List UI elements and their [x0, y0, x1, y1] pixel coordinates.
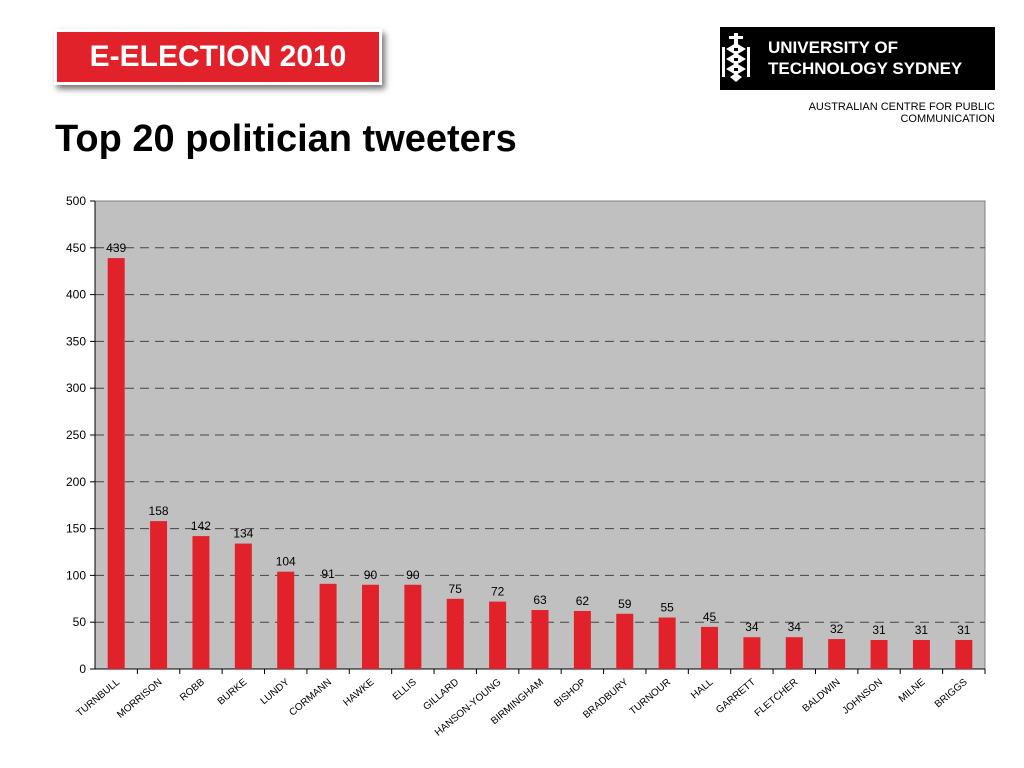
bar: [955, 639, 973, 669]
data-label: 142: [191, 519, 211, 533]
data-label: 62: [576, 594, 590, 608]
data-label: 32: [830, 622, 844, 636]
bar: [319, 583, 337, 669]
x-tick-label: MORRISON: [115, 677, 164, 721]
bar: [701, 626, 719, 669]
x-tick-label: CORMANN: [287, 677, 334, 719]
bar: [446, 598, 464, 669]
election-badge: E-ELECTION 2010: [54, 29, 382, 85]
y-tick-label: 400: [66, 288, 86, 302]
data-label: 439: [106, 241, 126, 255]
y-tick-label: 300: [66, 381, 86, 395]
x-tick-label: ELLIS: [391, 677, 419, 703]
y-tick-label: 200: [66, 475, 86, 489]
data-label: 90: [406, 568, 420, 582]
y-tick-label: 100: [66, 568, 86, 582]
bar: [404, 584, 422, 669]
y-tick-label: 350: [66, 334, 86, 348]
data-label: 31: [872, 623, 886, 637]
data-label: 55: [660, 601, 674, 615]
x-tick-label: LUNDY: [259, 677, 292, 707]
x-tick-label: BURKE: [216, 677, 250, 708]
y-tick-label: 0: [79, 662, 86, 676]
bar: [107, 258, 125, 669]
page-title: Top 20 politician tweeters: [55, 118, 517, 160]
bar: [870, 639, 888, 669]
data-label: 90: [364, 568, 378, 582]
centre-subtitle: AUSTRALIAN CENTRE FOR PUBLIC COMMUNICATI…: [808, 101, 995, 125]
x-tick-label: GARRETT: [714, 677, 758, 716]
bar: [277, 571, 295, 669]
logo-line-1: UNIVERSITY OF: [768, 38, 899, 57]
bar: [192, 536, 210, 669]
bar: [531, 610, 549, 669]
bar: [150, 521, 168, 669]
data-label: 91: [321, 567, 335, 581]
uts-crest-icon: [722, 33, 750, 82]
data-label: 45: [703, 610, 717, 624]
data-label: 31: [957, 623, 971, 637]
x-tick-label: FLETCHER: [753, 677, 801, 719]
bar: [573, 610, 591, 669]
data-label: 31: [915, 623, 929, 637]
data-label: 104: [276, 555, 296, 569]
x-tick-label: BRADBURY: [581, 677, 631, 721]
y-tick-label: 50: [73, 615, 87, 629]
y-tick-label: 500: [66, 194, 86, 208]
bar: [828, 639, 846, 669]
x-tick-label: HAWKE: [342, 677, 377, 709]
x-tick-label: GILLARD: [421, 677, 461, 713]
data-label: 72: [491, 585, 505, 599]
data-label: 158: [149, 504, 169, 518]
x-tick-label: MILNE: [897, 677, 928, 705]
data-label: 75: [449, 582, 463, 596]
bar: [912, 639, 930, 669]
uts-logo: UNIVERSITY OF TECHNOLOGY SYDNEY: [720, 27, 995, 90]
data-label: 63: [533, 593, 547, 607]
data-label: 34: [745, 620, 759, 634]
bar: [489, 601, 507, 669]
x-tick-label: JOHNSON: [840, 677, 885, 717]
data-label: 134: [233, 527, 253, 541]
x-tick-label: BRIGGS: [933, 677, 970, 711]
data-label: 34: [788, 620, 802, 634]
bar: [361, 584, 379, 669]
data-label: 59: [618, 597, 632, 611]
bar: [616, 613, 634, 669]
y-tick-label: 250: [66, 428, 86, 442]
y-tick-label: 150: [66, 522, 86, 536]
x-tick-label: ROBB: [178, 677, 207, 704]
x-tick-label: BALDWIN: [801, 677, 843, 715]
x-tick-label: HALL: [689, 677, 716, 702]
x-tick-label: BISHOP: [552, 677, 588, 710]
logo-line-2: TECHNOLOGY SYDNEY: [768, 59, 963, 78]
bar: [658, 617, 676, 669]
bar: [785, 637, 803, 669]
y-tick-label: 450: [66, 241, 86, 255]
bar: [234, 543, 252, 669]
x-tick-label: TURNOUR: [628, 677, 673, 718]
bar: [743, 637, 761, 669]
